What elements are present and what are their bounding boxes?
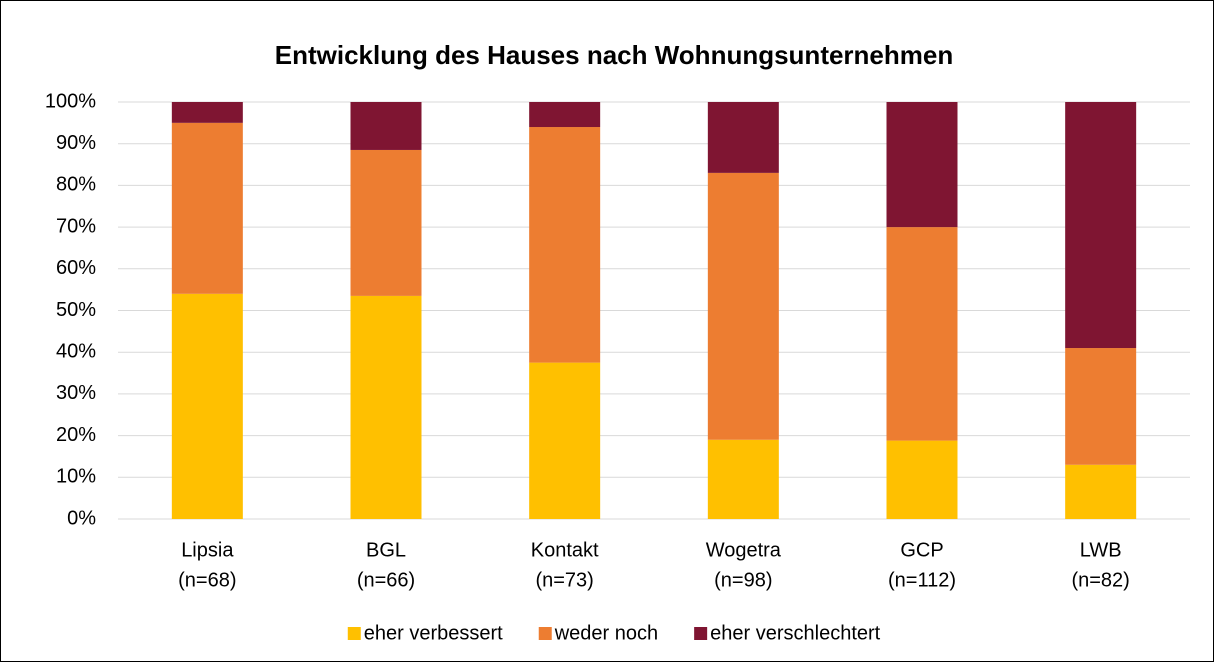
y-tick-label: 0%: [67, 507, 96, 529]
bar-segment: [707, 102, 779, 173]
x-tick-note: (n=68): [178, 569, 236, 591]
x-tick-label: GCP: [900, 539, 943, 561]
bar-segment: [529, 127, 601, 363]
legend-swatch: [694, 627, 708, 640]
x-tick-label: Lipsia: [181, 539, 234, 561]
bar-segment: [350, 295, 422, 519]
y-tick-label: 100%: [45, 90, 96, 112]
y-tick-label: 50%: [56, 299, 96, 321]
bar-segment: [886, 227, 958, 441]
x-tick-label: Wogetra: [706, 539, 782, 561]
x-tick-note: (n=66): [357, 569, 415, 591]
y-tick-label: 10%: [56, 466, 96, 488]
legend-swatch: [538, 627, 552, 640]
bar-segment: [529, 362, 601, 519]
x-tick-label: BGL: [366, 539, 406, 561]
x-tick-label: Kontakt: [531, 539, 599, 561]
y-tick-label: 90%: [56, 132, 96, 154]
legend-swatch: [347, 627, 361, 640]
y-tick-label: 60%: [56, 257, 96, 279]
x-tick-note: (n=112): [888, 569, 956, 591]
chart-title: Entwicklung des Hauses nach Wohnungsunte…: [275, 40, 954, 70]
bar-segment: [171, 122, 243, 294]
bar-segment: [171, 293, 243, 519]
y-tick-label: 80%: [56, 174, 96, 196]
bar-segment: [529, 102, 601, 128]
bar-segment: [707, 439, 779, 519]
bar-segment: [1065, 348, 1137, 465]
bar-segment: [886, 102, 958, 228]
y-tick-label: 30%: [56, 382, 96, 404]
y-tick-label: 70%: [56, 215, 96, 237]
legend-label: eher verbessert: [364, 622, 503, 644]
bar-segment: [1065, 464, 1137, 519]
x-tick-note: (n=82): [1071, 569, 1129, 591]
x-tick-label: LWB: [1080, 539, 1122, 561]
y-tick-label: 40%: [56, 340, 96, 362]
bar-segment: [350, 149, 422, 296]
bar-segment: [886, 440, 958, 519]
legend-label: eher verschlechtert: [710, 622, 881, 644]
bar-segment: [171, 102, 243, 123]
legend-label: weder noch: [554, 622, 658, 644]
bar-segment: [1065, 102, 1137, 349]
bar-segment: [350, 102, 422, 150]
x-tick-note: (n=98): [714, 569, 772, 591]
x-tick-note: (n=73): [535, 569, 593, 591]
bar-segment: [707, 172, 779, 440]
y-tick-label: 20%: [56, 424, 96, 446]
